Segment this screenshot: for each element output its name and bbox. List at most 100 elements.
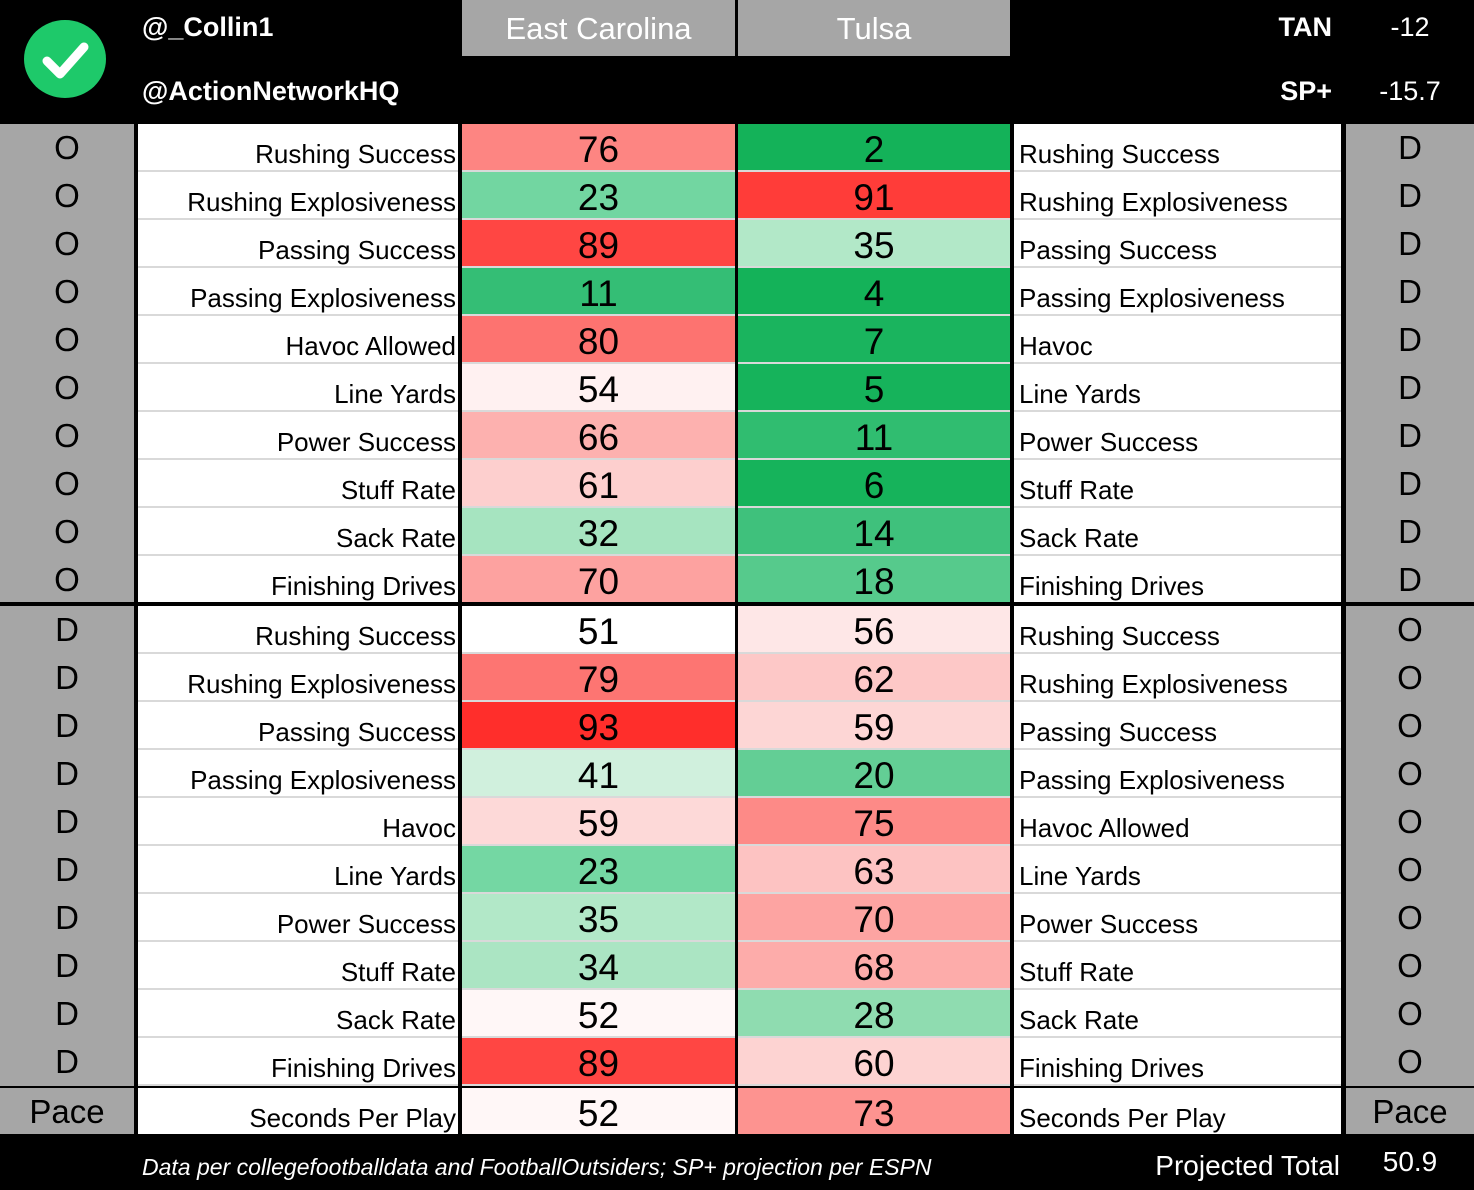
- right-side-tag: O: [1346, 894, 1474, 942]
- team2-value: 7: [738, 316, 1010, 364]
- left-side-tag: D: [0, 702, 134, 750]
- left-metric-label: Power Success: [138, 412, 458, 460]
- table-row: O Stuff Rate 61 6 Stuff Rate D: [0, 460, 1474, 508]
- table-row: O Rushing Explosiveness 23 91 Rushing Explos…: [0, 172, 1474, 220]
- right-side-tag: O: [1346, 1038, 1474, 1086]
- left-side-tag: D: [0, 990, 134, 1038]
- left-side-tag: D: [0, 894, 134, 942]
- network-handle: @ActionNetworkHQ: [142, 76, 400, 106]
- left-metric-label: Havoc Allowed: [138, 316, 458, 364]
- team2-value: 6: [738, 460, 1010, 508]
- left-metric-label: Sack Rate: [138, 508, 458, 556]
- team2-value: 5: [738, 364, 1010, 412]
- left-side-tag: O: [0, 508, 134, 556]
- right-side-tag: O: [1346, 942, 1474, 990]
- left-side-tag: O: [0, 364, 134, 412]
- tan-value: -12: [1390, 12, 1430, 42]
- team1-value: 76: [462, 124, 735, 172]
- team2-value: 2: [738, 124, 1010, 172]
- left-side-tag: D: [0, 942, 134, 990]
- team2-value: 75: [738, 798, 1010, 846]
- right-metric-label: Passing Success: [1014, 702, 1341, 750]
- left-side-tag: Pace: [0, 1088, 134, 1136]
- team1-value: 89: [462, 1038, 735, 1086]
- left-metric-label: Power Success: [138, 894, 458, 942]
- table-row: O Rushing Success 76 2 Rushing Success D: [0, 124, 1474, 172]
- left-metric-label: Passing Explosiveness: [138, 268, 458, 316]
- left-side-tag: D: [0, 654, 134, 702]
- team1-value: 35: [462, 894, 735, 942]
- right-metric-label: Finishing Drives: [1014, 556, 1341, 604]
- right-metric-label: Line Yards: [1014, 846, 1341, 894]
- table-row: D Passing Explosiveness 41 20 Passing Explos…: [0, 750, 1474, 798]
- right-side-tag: D: [1346, 364, 1474, 412]
- team1-value: 61: [462, 460, 735, 508]
- team1-value: 52: [462, 1088, 735, 1136]
- team2-value: 70: [738, 894, 1010, 942]
- team1-value: 32: [462, 508, 735, 556]
- right-side-tag: D: [1346, 220, 1474, 268]
- right-side-tag: D: [1346, 268, 1474, 316]
- right-side-tag: O: [1346, 606, 1474, 654]
- right-metric-label: Sack Rate: [1014, 508, 1341, 556]
- team2-value: 20: [738, 750, 1010, 798]
- right-metric-label: Rushing Explosiveness: [1014, 654, 1341, 702]
- left-metric-label: Rushing Explosiveness: [138, 654, 458, 702]
- left-side-tag: D: [0, 1038, 134, 1086]
- section-divider: [0, 602, 1474, 604]
- source-note: Data per collegefootballdata and Footbal…: [142, 1154, 932, 1180]
- table-row: D Stuff Rate 34 68 Stuff Rate O: [0, 942, 1474, 990]
- left-side-tag: D: [0, 798, 134, 846]
- projected-total-value: 50.9: [1382, 1146, 1438, 1177]
- left-side-tag: O: [0, 556, 134, 604]
- header-bar: @_Collin1 @ActionNetworkHQ East Carolina…: [0, 0, 1474, 124]
- left-metric-label: Rushing Explosiveness: [138, 172, 458, 220]
- table-row: D Finishing Drives 89 60 Finishing Drives O: [0, 1038, 1474, 1086]
- team2-value: 18: [738, 556, 1010, 604]
- team2-value: 28: [738, 990, 1010, 1038]
- right-metric-label: Sack Rate: [1014, 990, 1341, 1038]
- right-metric-label: Stuff Rate: [1014, 460, 1341, 508]
- team1-value: 41: [462, 750, 735, 798]
- right-side-tag: O: [1346, 654, 1474, 702]
- left-metric-label: Passing Success: [138, 702, 458, 750]
- right-side-tag: Pace: [1346, 1088, 1474, 1136]
- right-side-tag: D: [1346, 172, 1474, 220]
- right-metric-label: Line Yards: [1014, 364, 1341, 412]
- projected-total-label: Projected Total: [1155, 1150, 1340, 1181]
- team2-header: Tulsa: [738, 0, 1010, 56]
- table-row: O Power Success 66 11 Power Success D: [0, 412, 1474, 460]
- left-metric-label: Seconds Per Play: [138, 1088, 458, 1136]
- left-metric-label: Finishing Drives: [138, 556, 458, 604]
- right-side-tag: O: [1346, 702, 1474, 750]
- team1-value: 23: [462, 846, 735, 894]
- left-side-tag: D: [0, 750, 134, 798]
- right-metric-label: Rushing Success: [1014, 124, 1341, 172]
- table-row: D Line Yards 23 63 Line Yards O: [0, 846, 1474, 894]
- right-side-tag: D: [1346, 508, 1474, 556]
- team1-value: 93: [462, 702, 735, 750]
- left-metric-label: Sack Rate: [138, 990, 458, 1038]
- table-row: O Finishing Drives 70 18 Finishing Drives D: [0, 556, 1474, 604]
- tan-label: TAN: [1278, 12, 1333, 42]
- team1-value: 89: [462, 220, 735, 268]
- team1-value: 52: [462, 990, 735, 1038]
- team2-value: 56: [738, 606, 1010, 654]
- left-metric-label: Finishing Drives: [138, 1038, 458, 1086]
- team2-value: 91: [738, 172, 1010, 220]
- right-metric-label: Finishing Drives: [1014, 1038, 1341, 1086]
- team2-value: 35: [738, 220, 1010, 268]
- left-metric-label: Havoc: [138, 798, 458, 846]
- left-side-tag: O: [0, 316, 134, 364]
- team1-header: East Carolina: [462, 0, 735, 56]
- team2-value: 73: [738, 1088, 1010, 1136]
- left-metric-label: Line Yards: [138, 364, 458, 412]
- left-metric-label: Passing Explosiveness: [138, 750, 458, 798]
- team1-value: 34: [462, 942, 735, 990]
- left-metric-label: Rushing Success: [138, 606, 458, 654]
- team1-value: 23: [462, 172, 735, 220]
- table-row: O Sack Rate 32 14 Sack Rate D: [0, 508, 1474, 556]
- right-side-tag: O: [1346, 750, 1474, 798]
- left-metric-label: Stuff Rate: [138, 460, 458, 508]
- sp-label: SP+: [1280, 76, 1332, 106]
